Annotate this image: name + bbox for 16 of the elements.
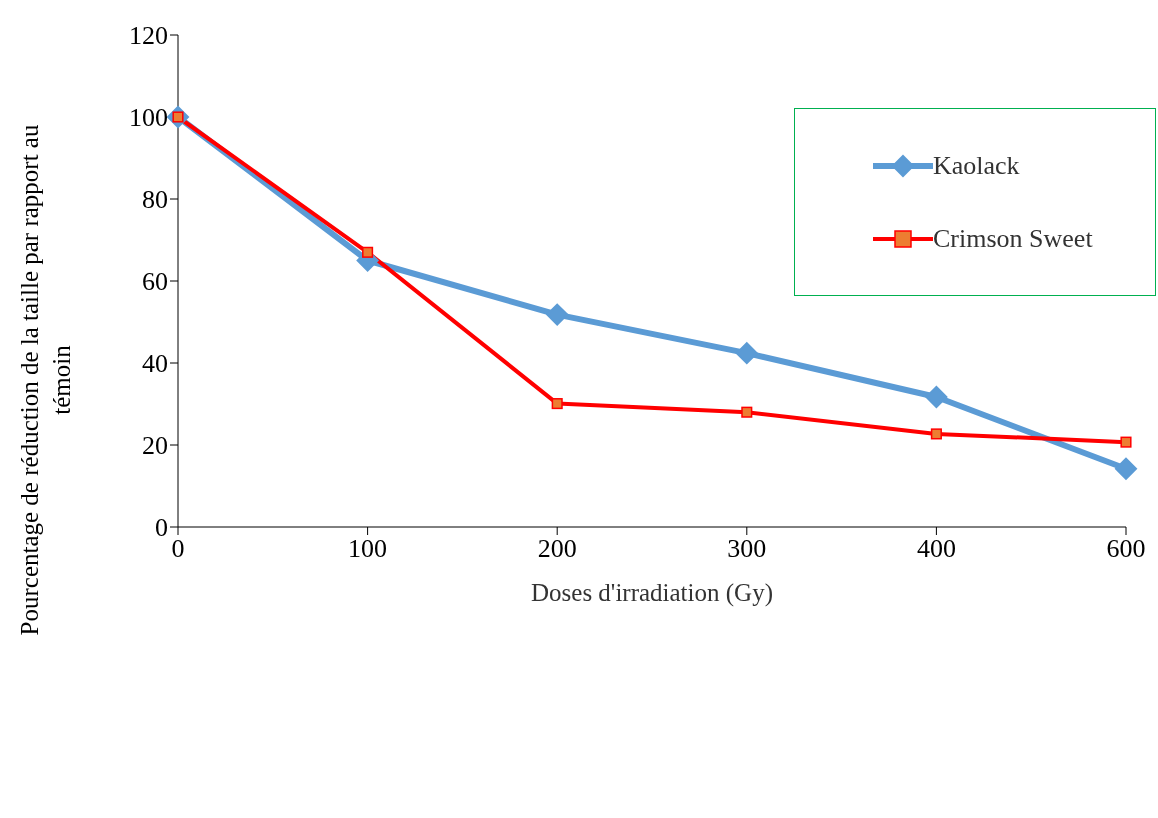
y-tick-label: 100 bbox=[129, 103, 168, 133]
y-tick-label: 120 bbox=[129, 21, 168, 51]
x-tick-label: 300 bbox=[727, 534, 767, 564]
x-tick-label: 400 bbox=[916, 534, 956, 564]
legend-label: Kaolack bbox=[933, 150, 1020, 181]
legend-label: Crimson Sweet bbox=[933, 223, 1093, 254]
y-tick-label: 40 bbox=[142, 349, 168, 379]
x-tick-label: 100 bbox=[348, 534, 388, 564]
x-axis-title: Doses d'irradiation (Gy) bbox=[531, 579, 773, 607]
y-tick-label: 60 bbox=[142, 267, 168, 297]
x-tick-label: 200 bbox=[537, 534, 577, 564]
y-tick-label: 80 bbox=[142, 185, 168, 215]
y-tick-label: 0 bbox=[155, 513, 168, 543]
y-tick-label: 20 bbox=[142, 431, 168, 461]
y-axis-title: Pourcentage de réduction de la taille par rapport au témoin bbox=[16, 124, 75, 636]
x-tick-label: 600 bbox=[1106, 534, 1146, 564]
